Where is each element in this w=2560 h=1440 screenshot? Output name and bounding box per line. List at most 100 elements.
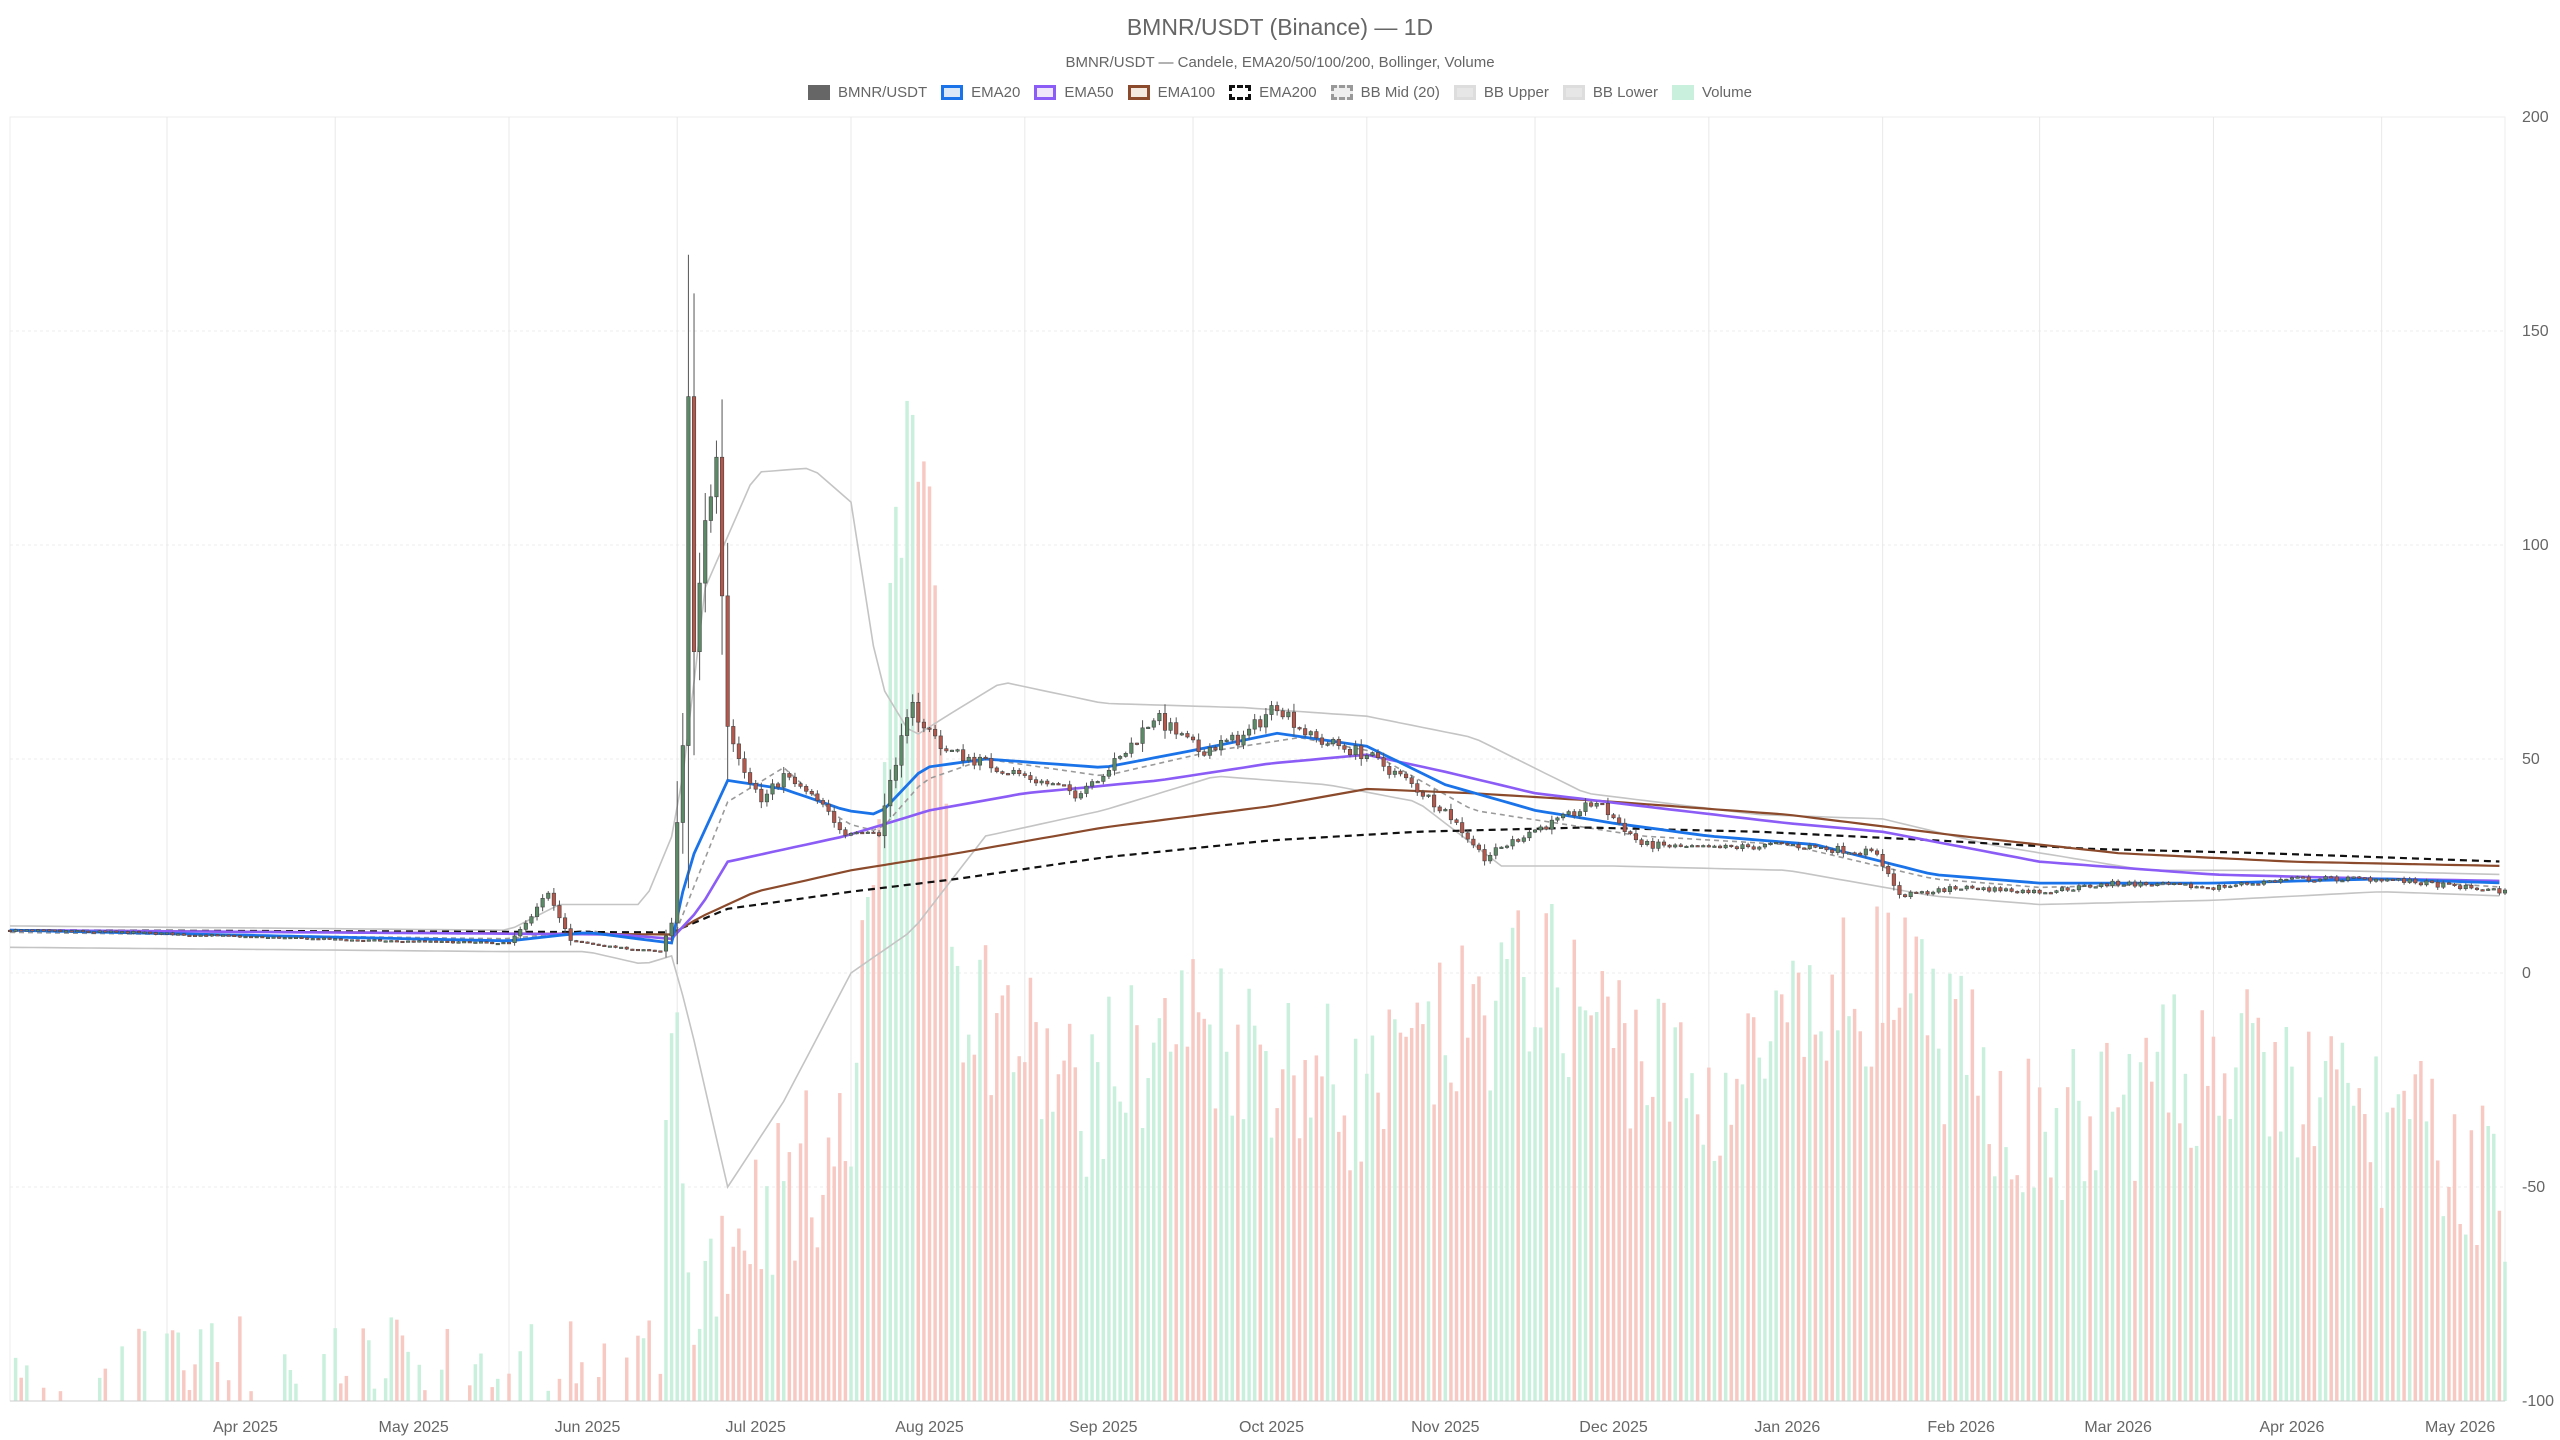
candle-body	[2099, 883, 2104, 887]
candle-body	[1678, 844, 1683, 847]
candle-body	[428, 940, 433, 943]
candle-body	[1628, 831, 1633, 834]
candle-body	[1415, 783, 1420, 793]
volume-bar	[2110, 1111, 2115, 1401]
volume-bar	[1802, 1056, 1806, 1401]
volume-bar	[1566, 1077, 1571, 1401]
candle-body	[574, 940, 579, 943]
volume-bar	[2385, 1112, 2389, 1401]
ema20-line	[9, 731, 2500, 945]
volume-bar	[1712, 1160, 1717, 1401]
volume-bar	[1522, 976, 1526, 1401]
candle-body	[1050, 783, 1055, 786]
volume-bar	[2239, 1013, 2244, 1401]
candle-body	[406, 940, 411, 943]
candle-body	[820, 800, 826, 805]
legend-item[interactable]: Volume	[1671, 84, 1752, 101]
candle-body	[1146, 726, 1151, 729]
candle-body	[647, 949, 652, 952]
volume-bar	[731, 1246, 736, 1401]
candle-body	[1314, 731, 1319, 739]
legend-item[interactable]: BB Upper	[1453, 84, 1549, 101]
candle-body	[1482, 849, 1487, 862]
volume-bar	[1920, 939, 1924, 1401]
candle-body	[125, 931, 130, 934]
candle-body	[1219, 740, 1224, 751]
candle-body	[2245, 882, 2250, 885]
volume-bar	[1880, 1022, 1885, 1401]
candle-body	[697, 582, 702, 652]
candle-body	[540, 898, 545, 908]
candle-body	[1527, 831, 1532, 839]
volume-bar	[1090, 1034, 1094, 1401]
volume-bar	[1213, 1108, 1218, 1401]
volume-bar	[1953, 999, 1958, 1401]
volume-bar	[1129, 985, 1134, 1401]
candles	[7, 254, 2508, 965]
legend-item[interactable]: EMA50	[1034, 84, 1114, 101]
volume-bar	[529, 1324, 534, 1401]
candle-body	[243, 936, 248, 939]
volume-bar	[765, 1186, 769, 1401]
legend-item[interactable]: EMA200	[1229, 84, 1317, 101]
candle-body	[176, 933, 181, 936]
volume-bar	[1594, 1012, 1599, 1401]
volume-bar	[1538, 1027, 1543, 1401]
chart-subtitle: BMNR/USDT — Candele, EMA20/50/100/200, B…	[1065, 54, 1495, 71]
candle-body	[1190, 736, 1196, 741]
legend-item[interactable]: BB Lower	[1562, 84, 1658, 101]
volume-bar	[2004, 1147, 2008, 1401]
candle-body	[563, 917, 568, 929]
candle-body	[1852, 852, 1857, 855]
candle-body	[703, 520, 708, 584]
candle-body	[1589, 802, 1594, 807]
y-tick-label: -100	[2522, 1393, 2554, 1410]
volume-bar	[675, 1012, 679, 1401]
legend-swatch	[1453, 85, 1476, 100]
candle-body	[708, 496, 713, 521]
candle-body	[2317, 878, 2323, 882]
volume-bar	[838, 1093, 842, 1401]
candle-body	[1471, 838, 1476, 846]
volume-bar	[866, 896, 870, 1401]
candle-body	[462, 941, 467, 944]
volume-bar	[2234, 1067, 2238, 1401]
candle-body	[1555, 817, 1560, 821]
volume-bar	[479, 1353, 483, 1401]
legend-item[interactable]: EMA20	[941, 84, 1020, 101]
axes: 200 150 100 50 0 -50 -100 Apr 2025 May 2025 Jun 2…	[10, 109, 2554, 1436]
candle-body	[2301, 876, 2306, 879]
volume-bar	[417, 1364, 422, 1401]
candle-body	[1914, 891, 1919, 894]
candle-body	[1931, 891, 1936, 895]
candle-body	[2200, 886, 2205, 889]
candle-body	[30, 929, 35, 932]
candle-body	[1538, 826, 1543, 831]
volume-bar	[1993, 1176, 1997, 1401]
volume-bar	[2172, 994, 2176, 1401]
volume-bar	[1600, 971, 1605, 1401]
legend-item[interactable]: BMNR/USDT	[807, 84, 927, 101]
candle-body	[2390, 878, 2395, 881]
volume-bar	[165, 1333, 169, 1401]
volume-bar	[1309, 1117, 1313, 1401]
volume-bar	[720, 1215, 724, 1401]
candle-body	[893, 764, 898, 781]
candle-body	[80, 930, 85, 933]
legend-item[interactable]: BB Mid (20)	[1330, 84, 1440, 101]
volume-bar	[2307, 1031, 2311, 1401]
candle-body	[153, 932, 158, 935]
candle-body	[2261, 880, 2266, 885]
candle-body	[972, 756, 977, 766]
candle-body	[2368, 877, 2373, 882]
candle-body	[434, 940, 439, 943]
candle-body	[1084, 785, 1089, 794]
candle-body	[1112, 758, 1117, 771]
candle-body	[1600, 802, 1605, 806]
candle-body	[1062, 784, 1067, 787]
legend-item[interactable]: EMA100	[1127, 84, 1215, 101]
candle-body	[1033, 779, 1039, 784]
volume-bar	[1095, 1062, 1100, 1401]
candle-body	[1583, 802, 1588, 812]
candle-body	[187, 934, 192, 937]
